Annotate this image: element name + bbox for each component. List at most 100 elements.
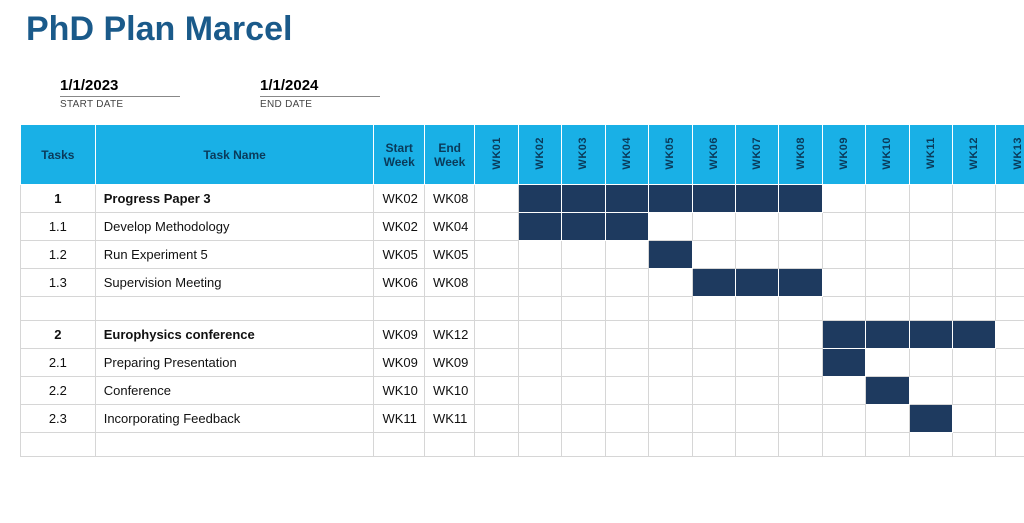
col-header-start-week: Start Week — [374, 125, 424, 185]
gantt-empty-cell — [518, 269, 561, 297]
gantt-empty-cell — [735, 349, 778, 377]
empty-cell — [605, 297, 648, 321]
gantt-empty-cell — [779, 213, 822, 241]
gantt-empty-cell — [822, 377, 865, 405]
task-end-week: WK08 — [424, 185, 474, 213]
gantt-empty-cell — [649, 269, 692, 297]
gantt-bar-cell — [605, 185, 648, 213]
gantt-empty-cell — [822, 269, 865, 297]
start-date-value: 1/1/2023 — [60, 77, 180, 97]
col-header-week-10: WK10 — [866, 125, 909, 185]
gantt-table: TasksTask NameStart WeekEnd WeekWK01WK02… — [20, 124, 1024, 457]
gantt-bar-cell — [649, 241, 692, 269]
gantt-empty-cell — [996, 405, 1024, 433]
empty-cell — [95, 297, 374, 321]
gantt-empty-cell — [866, 405, 909, 433]
gantt-bar-cell — [822, 349, 865, 377]
gantt-empty-cell — [692, 349, 735, 377]
gantt-row: 1.1Develop MethodologyWK02WK04 — [21, 213, 1024, 241]
empty-cell — [518, 433, 561, 457]
gantt-empty-cell — [822, 405, 865, 433]
task-end-week: WK05 — [424, 241, 474, 269]
empty-cell — [95, 433, 374, 457]
empty-cell — [996, 433, 1024, 457]
empty-cell — [866, 297, 909, 321]
gantt-header-row: TasksTask NameStart WeekEnd WeekWK01WK02… — [21, 125, 1024, 185]
gantt-empty-cell — [518, 405, 561, 433]
empty-cell — [692, 297, 735, 321]
gantt-bar-cell — [909, 405, 952, 433]
task-start-week: WK11 — [374, 405, 424, 433]
task-id: 1 — [21, 185, 96, 213]
empty-cell — [735, 297, 778, 321]
gantt-bar-cell — [692, 185, 735, 213]
empty-cell — [374, 433, 424, 457]
col-header-end-week: End Week — [424, 125, 474, 185]
col-header-week-12: WK12 — [953, 125, 996, 185]
gantt-empty-cell — [562, 405, 605, 433]
empty-cell — [21, 433, 96, 457]
gantt-empty-cell — [605, 269, 648, 297]
gantt-empty-cell — [866, 241, 909, 269]
gantt-bar-cell — [953, 321, 996, 349]
empty-cell — [735, 433, 778, 457]
col-header-week-5: WK05 — [649, 125, 692, 185]
col-header-week-3: WK03 — [562, 125, 605, 185]
gantt-spacer-row — [21, 433, 1024, 457]
gantt-empty-cell — [475, 185, 518, 213]
end-date-value: 1/1/2024 — [260, 77, 380, 97]
task-name: Run Experiment 5 — [95, 241, 374, 269]
task-id: 1.3 — [21, 269, 96, 297]
gantt-empty-cell — [735, 377, 778, 405]
task-name: Conference — [95, 377, 374, 405]
gantt-row: 1Progress Paper 3WK02WK08 — [21, 185, 1024, 213]
empty-cell — [953, 297, 996, 321]
empty-cell — [822, 297, 865, 321]
gantt-empty-cell — [649, 405, 692, 433]
gantt-empty-cell — [649, 349, 692, 377]
task-start-week: WK02 — [374, 213, 424, 241]
gantt-empty-cell — [692, 377, 735, 405]
task-start-week: WK05 — [374, 241, 424, 269]
gantt-empty-cell — [779, 377, 822, 405]
gantt-row: 2.2ConferenceWK10WK10 — [21, 377, 1024, 405]
col-header-task-name: Task Name — [95, 125, 374, 185]
gantt-empty-cell — [735, 405, 778, 433]
gantt-empty-cell — [909, 269, 952, 297]
gantt-empty-cell — [475, 349, 518, 377]
task-end-week: WK09 — [424, 349, 474, 377]
gantt-empty-cell — [779, 349, 822, 377]
gantt-empty-cell — [475, 269, 518, 297]
gantt-bar-cell — [735, 269, 778, 297]
gantt-empty-cell — [909, 185, 952, 213]
gantt-empty-cell — [822, 241, 865, 269]
gantt-empty-cell — [518, 321, 561, 349]
gantt-empty-cell — [562, 349, 605, 377]
col-header-tasks: Tasks — [21, 125, 96, 185]
empty-cell — [822, 433, 865, 457]
task-id: 2.1 — [21, 349, 96, 377]
gantt-empty-cell — [735, 241, 778, 269]
gantt-bar-cell — [605, 213, 648, 241]
gantt-empty-cell — [996, 241, 1024, 269]
col-header-week-13: WK13 — [996, 125, 1024, 185]
empty-cell — [424, 433, 474, 457]
empty-cell — [475, 297, 518, 321]
gantt-row: 1.2Run Experiment 5WK05WK05 — [21, 241, 1024, 269]
gantt-empty-cell — [518, 377, 561, 405]
gantt-empty-cell — [562, 377, 605, 405]
gantt-empty-cell — [953, 377, 996, 405]
empty-cell — [649, 297, 692, 321]
task-id: 2.3 — [21, 405, 96, 433]
gantt-empty-cell — [996, 185, 1024, 213]
gantt-empty-cell — [605, 349, 648, 377]
gantt-bar-cell — [735, 185, 778, 213]
gantt-empty-cell — [475, 377, 518, 405]
col-header-week-6: WK06 — [692, 125, 735, 185]
gantt-empty-cell — [692, 405, 735, 433]
gantt-empty-cell — [475, 241, 518, 269]
gantt-empty-cell — [649, 213, 692, 241]
gantt-empty-cell — [518, 349, 561, 377]
empty-cell — [475, 433, 518, 457]
col-header-week-2: WK02 — [518, 125, 561, 185]
